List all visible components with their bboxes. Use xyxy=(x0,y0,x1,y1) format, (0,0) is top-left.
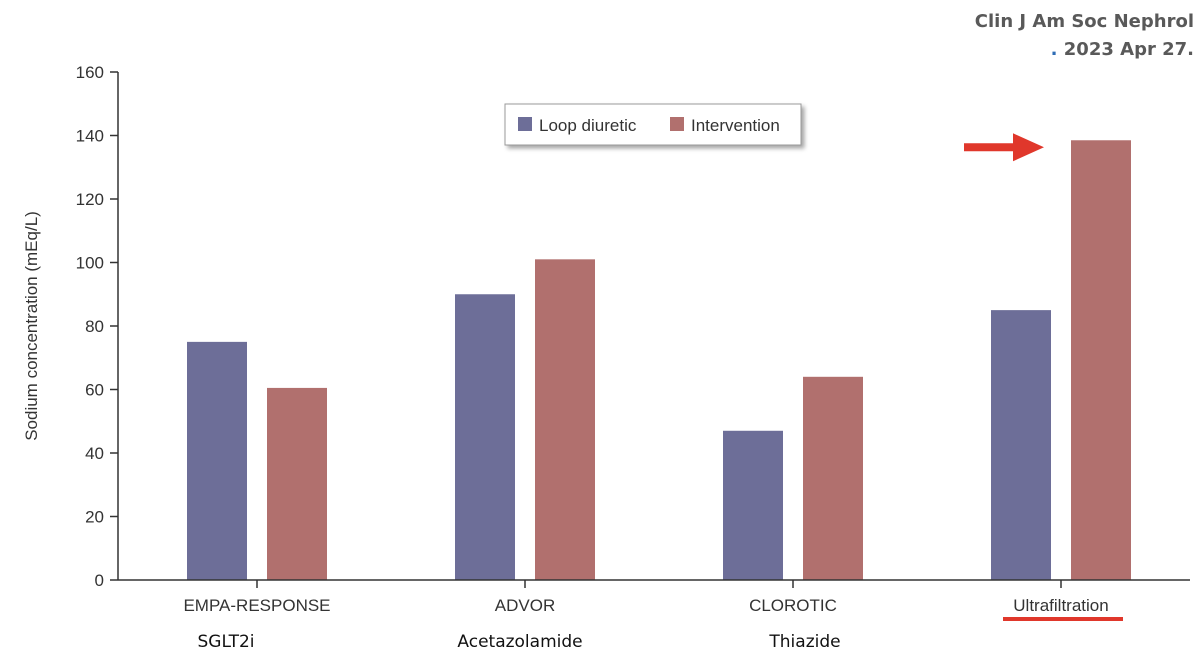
y-axis-label: Sodium concentration (mEq/L) xyxy=(22,211,41,441)
bar-loop-diuretic-3 xyxy=(991,310,1051,580)
bar-loop-diuretic-1 xyxy=(455,294,515,580)
x-tick-label-0: EMPA-RESPONSE xyxy=(183,596,330,615)
legend-label-intervention: Intervention xyxy=(691,116,780,135)
citation: Clin J Am Soc Nephrol . 2023 Apr 27. xyxy=(975,8,1194,64)
citation-dot: . xyxy=(1050,39,1058,60)
legend-swatch-intervention xyxy=(670,117,684,131)
subcategory-label-2: Thiazide xyxy=(769,632,841,652)
y-tick-label-40: 40 xyxy=(85,444,104,463)
subcategory-label-0: SGLT2i xyxy=(197,632,255,652)
citation-date-text: 2023 Apr 27. xyxy=(1057,39,1194,60)
x-tick-label-3: Ultrafiltration xyxy=(1013,596,1108,615)
y-tick-label-120: 120 xyxy=(76,190,104,209)
subcategory-label-1: Acetazolamide xyxy=(457,632,583,652)
y-tick-label-100: 100 xyxy=(76,254,104,273)
legend-swatch-loop-diuretic xyxy=(518,117,532,131)
y-tick-label-140: 140 xyxy=(76,127,104,146)
bar-loop-diuretic-0 xyxy=(187,341,247,580)
y-tick-label-80: 80 xyxy=(85,317,104,336)
arrow-icon xyxy=(964,133,1044,162)
bar-intervention-3 xyxy=(1071,140,1131,580)
bar-intervention-0 xyxy=(267,387,327,580)
legend: Loop diuretic Intervention xyxy=(504,103,802,146)
y-tick-label-0: 0 xyxy=(95,571,104,590)
axes-group: 0 20 40 60 80 100 120 140 160 EMPA-RESPONSE ADVOR C… xyxy=(22,63,1190,615)
legend-label-loop-diuretic: Loop diuretic xyxy=(539,116,637,135)
y-tick-label-20: 20 xyxy=(85,508,104,527)
bars-group xyxy=(187,140,1131,580)
citation-date: . 2023 Apr 27. xyxy=(975,36,1194,64)
bar-intervention-1 xyxy=(535,259,595,580)
x-tick-label-1: ADVOR xyxy=(495,596,555,615)
annotations xyxy=(964,133,1123,621)
y-tick-label-60: 60 xyxy=(85,381,104,400)
citation-journal: Clin J Am Soc Nephrol xyxy=(974,11,1194,32)
legend-box xyxy=(504,103,802,146)
x-tick-label-2: CLOROTIC xyxy=(749,596,837,615)
bar-intervention-2 xyxy=(803,376,863,580)
y-tick-label-160: 160 xyxy=(76,63,104,82)
bar-loop-diuretic-2 xyxy=(723,430,783,580)
